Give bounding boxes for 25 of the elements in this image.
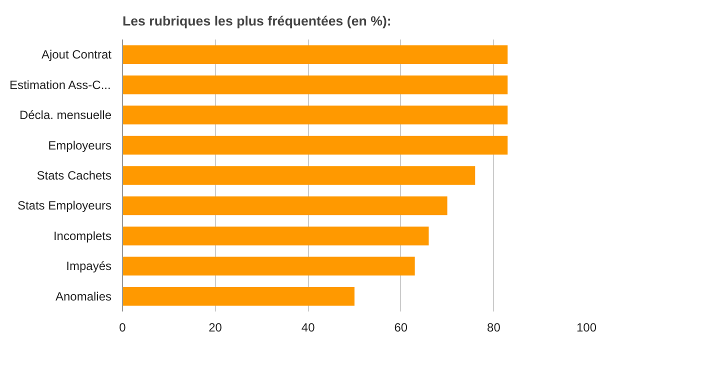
x-tick-label: 20 bbox=[208, 320, 222, 334]
bar bbox=[122, 75, 508, 94]
bar bbox=[122, 136, 508, 155]
bar bbox=[122, 287, 354, 306]
bar bbox=[122, 45, 508, 64]
bar bbox=[122, 196, 448, 216]
bar bbox=[122, 106, 508, 124]
x-tick-label: 80 bbox=[487, 320, 501, 334]
chart-title: Les rubriques les plus fréquentées (en %): bbox=[122, 14, 392, 28]
x-tick-label: 40 bbox=[301, 320, 316, 334]
x-tick-label: 60 bbox=[394, 320, 408, 334]
y-tick-label: Employeurs bbox=[48, 138, 112, 152]
y-tick-label: Ajout Contrat bbox=[41, 48, 112, 62]
y-tick-label: Incomplets bbox=[53, 228, 112, 243]
y-tick-label: Anomalies bbox=[55, 289, 112, 304]
bar bbox=[122, 256, 415, 276]
bar bbox=[122, 166, 476, 185]
y-tick-label: Estimation Ass-C... bbox=[9, 78, 111, 92]
y-tick-label: Décla. mensuelle bbox=[19, 108, 112, 122]
y-tick-label: Stats Employeurs bbox=[17, 198, 112, 213]
bar bbox=[122, 226, 429, 246]
x-tick-label: 0 bbox=[119, 320, 126, 334]
x-tick-label: 100 bbox=[576, 320, 597, 334]
y-tick-label: Stats Cachets bbox=[36, 168, 112, 182]
y-tick-label: Impayés bbox=[66, 259, 112, 274]
